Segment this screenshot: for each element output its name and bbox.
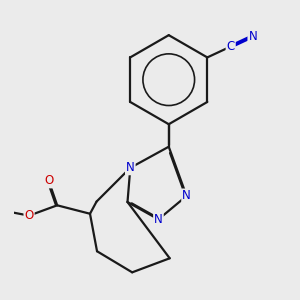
Text: C: C xyxy=(226,40,235,53)
Text: O: O xyxy=(24,209,34,222)
Text: N: N xyxy=(154,213,163,226)
Text: N: N xyxy=(248,30,257,43)
Text: O: O xyxy=(44,174,53,188)
Text: N: N xyxy=(182,189,191,203)
Text: N: N xyxy=(126,161,135,174)
